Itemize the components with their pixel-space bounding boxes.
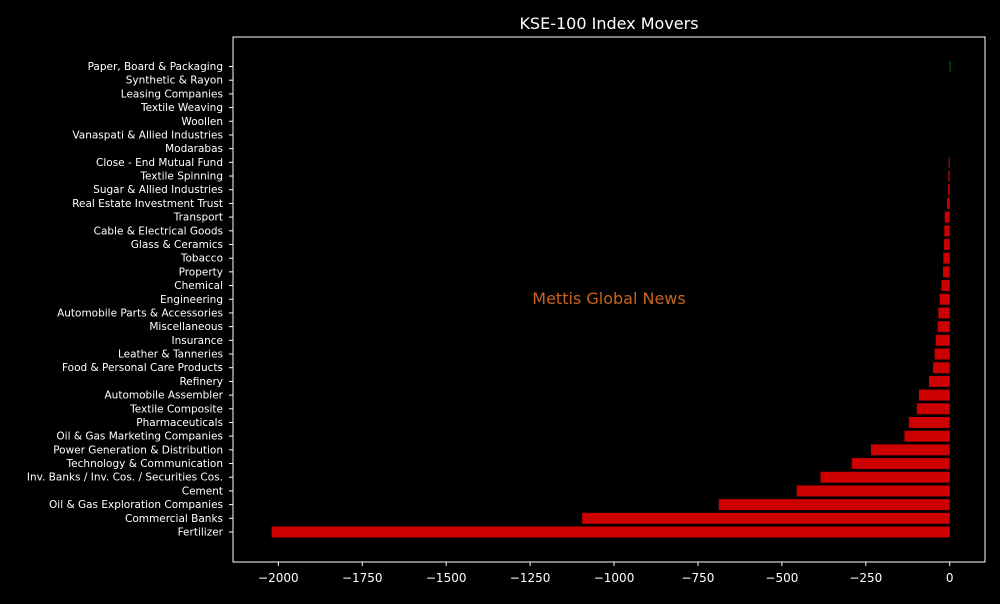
y-tick-label: Miscellaneous xyxy=(149,321,223,333)
y-tick-label: Tobacco xyxy=(180,253,223,265)
bar xyxy=(948,170,950,182)
bar xyxy=(870,444,950,456)
y-tick-label: Engineering xyxy=(160,294,223,306)
x-tick-label: −1750 xyxy=(342,571,383,585)
y-tick-label: Textile Spinning xyxy=(139,171,223,183)
y-tick-label: Chemical xyxy=(174,280,223,292)
y-tick-label: Glass & Ceramics xyxy=(131,239,223,251)
y-tick-label: Woollen xyxy=(181,116,223,128)
y-tick-label: Modarabas xyxy=(165,143,223,155)
bar xyxy=(943,266,950,278)
y-tick-label: Real Estate Investment Trust xyxy=(72,198,223,210)
bar xyxy=(941,280,950,292)
y-tick-label: Pharmaceuticals xyxy=(136,417,223,429)
y-tick-label: Food & Personal Care Products xyxy=(62,362,223,374)
y-tick-label: Automobile Parts & Accessories xyxy=(57,307,223,319)
y-tick-label: Inv. Banks / Inv. Cos. / Securities Cos. xyxy=(27,472,223,484)
y-tick-label: Refinery xyxy=(179,376,223,388)
y-tick-label: Sugar & Allied Industries xyxy=(93,184,223,196)
y-tick-label: Property xyxy=(179,266,223,278)
bar xyxy=(944,211,950,223)
y-tick-label: Synthetic & Rayon xyxy=(126,75,223,87)
bar xyxy=(948,156,950,168)
y-tick-label: Oil & Gas Marketing Companies xyxy=(56,431,223,443)
bar xyxy=(271,526,950,538)
y-tick-label: Technology & Communication xyxy=(66,458,223,470)
y-tick-label: Leather & Tanneries xyxy=(118,349,223,361)
bar xyxy=(939,293,950,305)
y-tick-label: Fertilizer xyxy=(178,527,224,539)
bar xyxy=(851,458,950,470)
bar xyxy=(937,321,950,333)
bar xyxy=(904,430,950,442)
bar xyxy=(943,252,950,264)
y-tick-label: Cable & Electrical Goods xyxy=(94,225,223,237)
bar xyxy=(944,239,950,250)
y-tick-label: Commercial Banks xyxy=(125,513,223,525)
bar xyxy=(796,485,950,497)
bar xyxy=(948,184,950,196)
y-tick-label: Cement xyxy=(182,485,223,497)
bar xyxy=(935,334,950,346)
x-tick-label: −1250 xyxy=(510,571,551,585)
bar xyxy=(718,499,950,511)
bar xyxy=(916,403,950,415)
x-axis-ticks: −2000 −1750 −1500 −1250 −1000 −750 −500 −250 0 xyxy=(258,562,954,585)
bar xyxy=(820,471,950,483)
y-tick-label: Paper, Board & Packaging xyxy=(88,61,223,73)
y-tick-label: Textile Composite xyxy=(129,403,223,415)
bar xyxy=(944,225,950,237)
x-tick-label: −1500 xyxy=(426,571,467,585)
y-tick-label: Textile Weaving xyxy=(140,102,223,114)
x-tick-label: 0 xyxy=(946,571,954,585)
y-tick-labels: Fertilizer Commercial Banks Oil & Gas Expl… xyxy=(27,61,233,539)
bars-group xyxy=(271,61,951,538)
x-tick-label: −1000 xyxy=(594,571,635,585)
watermark-text: Mettis Global News xyxy=(532,289,685,308)
y-tick-label: Oil & Gas Exploration Companies xyxy=(49,499,223,511)
bar xyxy=(947,197,950,209)
y-tick-label: Leasing Companies xyxy=(121,88,223,100)
bar xyxy=(938,307,950,319)
bar xyxy=(908,416,950,428)
y-tick-label: Automobile Assembler xyxy=(105,390,224,402)
x-tick-label: −500 xyxy=(765,571,798,585)
x-tick-label: −750 xyxy=(681,571,714,585)
y-tick-label: Power Generation & Distribution xyxy=(53,444,223,456)
y-tick-label: Close - End Mutual Fund xyxy=(96,157,223,169)
bar xyxy=(934,348,950,360)
x-tick-label: −250 xyxy=(849,571,882,585)
bar xyxy=(918,389,950,401)
y-tick-label: Transport xyxy=(173,212,223,224)
y-tick-label: Vanaspati & Allied Industries xyxy=(72,129,223,141)
bar xyxy=(949,61,951,72)
bar xyxy=(582,512,950,524)
x-tick-label: −2000 xyxy=(258,571,299,585)
bar xyxy=(932,362,950,374)
y-tick-label: Insurance xyxy=(171,335,223,347)
bar xyxy=(928,375,950,387)
chart-title: KSE-100 Index Movers xyxy=(519,14,698,33)
